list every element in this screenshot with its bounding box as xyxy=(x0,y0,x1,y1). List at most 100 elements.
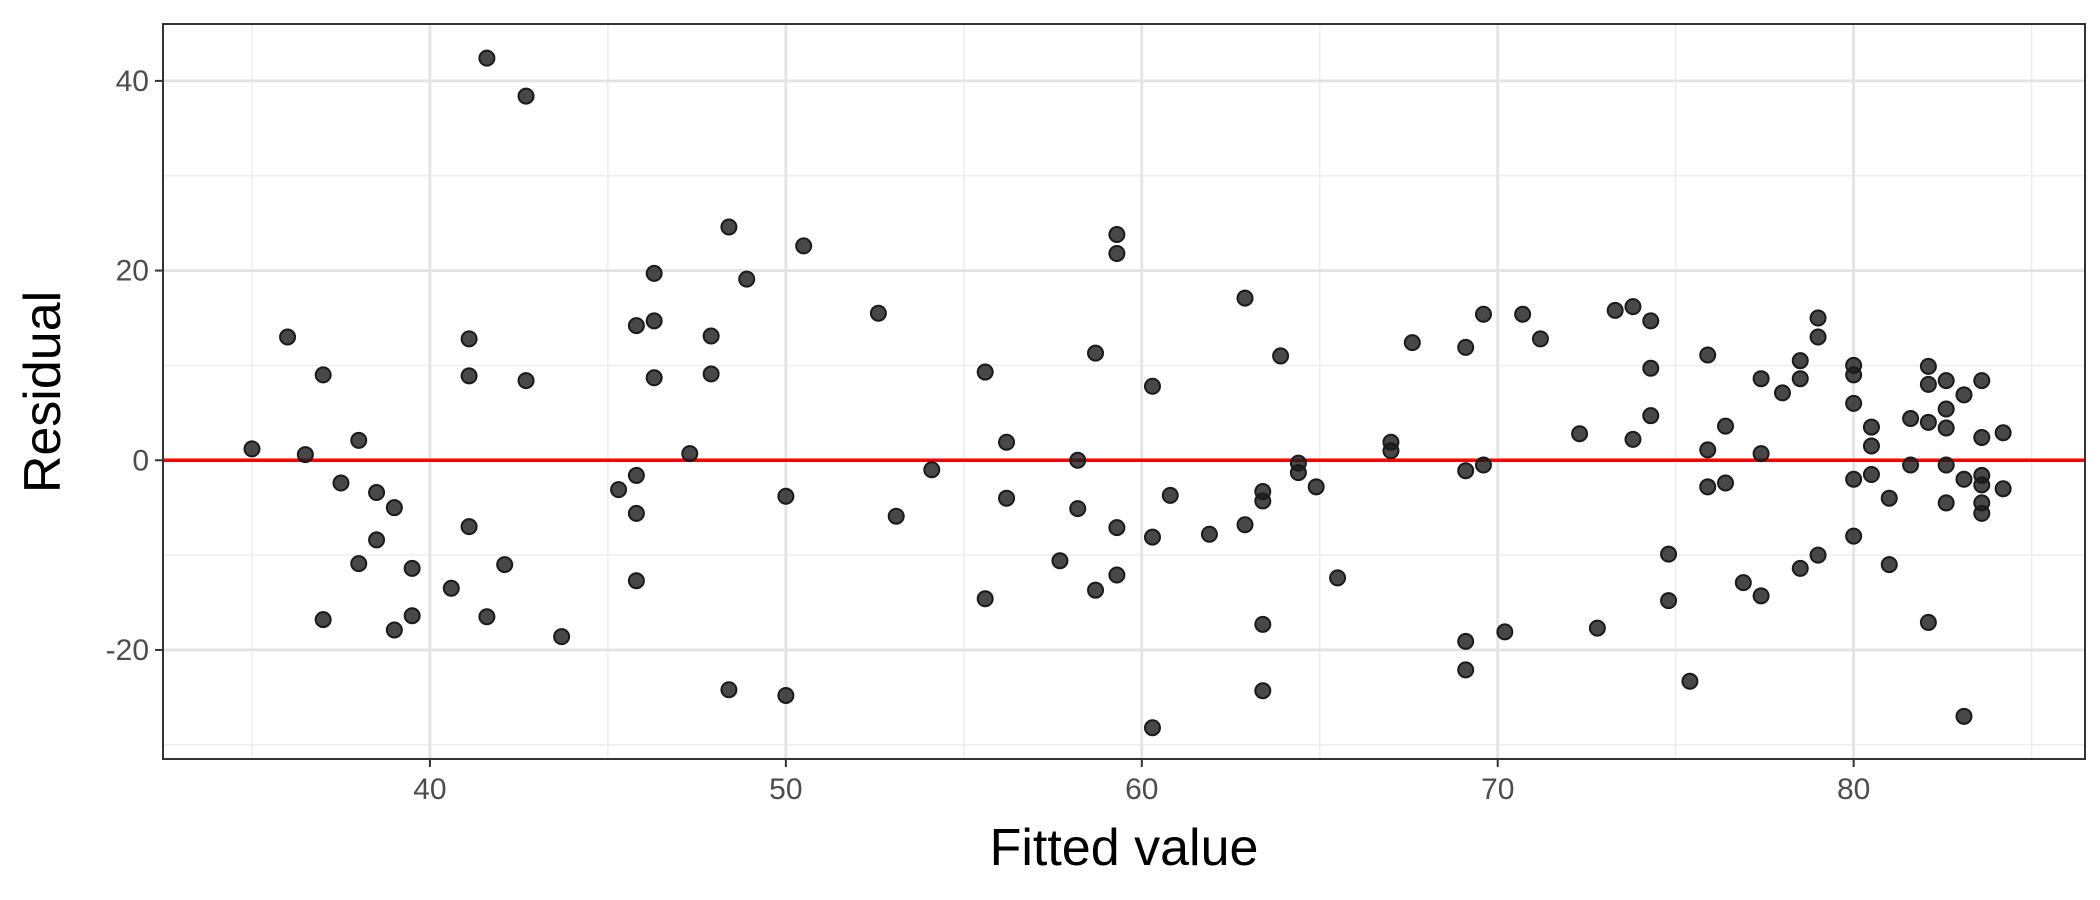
x-axis-title: Fitted value xyxy=(990,819,1259,877)
data-point xyxy=(627,317,645,335)
data-point xyxy=(279,328,297,346)
data-point xyxy=(1457,462,1475,480)
data-point xyxy=(976,363,994,381)
y-tick-label: -20 xyxy=(106,634,149,667)
data-point xyxy=(314,611,332,629)
data-point xyxy=(1457,338,1475,356)
data-point xyxy=(385,499,403,517)
data-point xyxy=(1862,465,1880,483)
data-point xyxy=(1642,312,1660,330)
data-point xyxy=(1254,492,1272,510)
data-point xyxy=(1681,672,1699,690)
data-point xyxy=(1254,682,1272,700)
x-tick-label: 80 xyxy=(1837,773,1870,806)
data-point xyxy=(702,365,720,383)
data-point xyxy=(1809,309,1827,327)
data-point xyxy=(1919,613,1937,631)
data-point xyxy=(385,621,403,639)
data-point xyxy=(1994,480,2012,498)
data-point xyxy=(1752,370,1770,388)
data-point xyxy=(1937,419,1955,437)
major-gridlines xyxy=(163,24,2085,759)
data-point xyxy=(1087,344,1105,362)
data-point xyxy=(1955,707,1973,725)
data-point xyxy=(1143,377,1161,395)
data-point xyxy=(1642,407,1660,425)
data-point xyxy=(1845,527,1863,545)
data-point xyxy=(1624,298,1642,316)
data-point xyxy=(1642,359,1660,377)
data-point xyxy=(296,446,314,464)
data-point xyxy=(1531,330,1549,348)
plot-panel xyxy=(163,24,2085,759)
data-point xyxy=(681,445,699,463)
data-point xyxy=(976,590,994,608)
data-point xyxy=(1919,413,1937,431)
data-point xyxy=(1474,456,1492,474)
data-point xyxy=(1143,719,1161,737)
data-point xyxy=(1955,470,1973,488)
data-point xyxy=(1845,394,1863,412)
data-point xyxy=(368,531,386,549)
y-tick-label: 0 xyxy=(132,444,149,477)
data-point xyxy=(1108,226,1126,244)
data-point xyxy=(1937,400,1955,418)
data-point xyxy=(1699,441,1717,459)
data-point xyxy=(1236,516,1254,534)
data-point xyxy=(610,481,628,499)
data-point xyxy=(1382,442,1400,460)
data-point xyxy=(1845,470,1863,488)
data-point xyxy=(1902,410,1920,428)
data-point xyxy=(1880,489,1898,507)
data-point xyxy=(368,484,386,502)
data-point xyxy=(1236,289,1254,307)
data-point xyxy=(1307,478,1325,496)
data-point xyxy=(1919,375,1937,393)
data-point xyxy=(1973,504,1991,522)
data-point xyxy=(702,327,720,345)
data-point xyxy=(1937,456,1955,474)
data-point xyxy=(478,608,496,626)
data-point xyxy=(1403,334,1421,352)
data-point xyxy=(1955,386,1973,404)
x-tick-label: 40 xyxy=(413,773,446,806)
data-point xyxy=(1588,619,1606,637)
data-point xyxy=(1734,574,1752,592)
data-point xyxy=(1752,587,1770,605)
data-point xyxy=(1329,569,1347,587)
y-tick-label: 20 xyxy=(116,255,149,288)
data-point xyxy=(1791,352,1809,370)
plot-border xyxy=(162,23,2086,760)
data-point xyxy=(1457,661,1475,679)
data-point xyxy=(1809,328,1827,346)
data-point xyxy=(1717,474,1735,492)
data-point xyxy=(998,433,1016,451)
data-point xyxy=(496,556,514,574)
data-point xyxy=(1660,592,1678,610)
minor-gridlines xyxy=(163,24,2085,759)
data-point xyxy=(1514,305,1532,323)
data-point xyxy=(460,330,478,348)
data-point xyxy=(1973,372,1991,390)
data-point xyxy=(645,264,663,282)
y-axis-title: Residual xyxy=(14,291,72,493)
data-point xyxy=(350,431,368,449)
x-tick-label: 70 xyxy=(1481,773,1514,806)
data-point xyxy=(478,49,496,67)
data-point xyxy=(1699,346,1717,364)
data-point xyxy=(1200,525,1218,543)
data-point xyxy=(627,466,645,484)
data-point xyxy=(1919,357,1937,375)
data-point xyxy=(1161,486,1179,504)
data-point xyxy=(1809,546,1827,564)
data-point xyxy=(350,555,368,573)
data-point xyxy=(645,312,663,330)
data-point xyxy=(1880,556,1898,574)
data-point xyxy=(1862,418,1880,436)
data-point xyxy=(1717,417,1735,435)
data-point xyxy=(1474,305,1492,323)
data-point xyxy=(777,686,795,704)
x-tick-label: 60 xyxy=(1125,773,1158,806)
data-point xyxy=(1289,464,1307,482)
